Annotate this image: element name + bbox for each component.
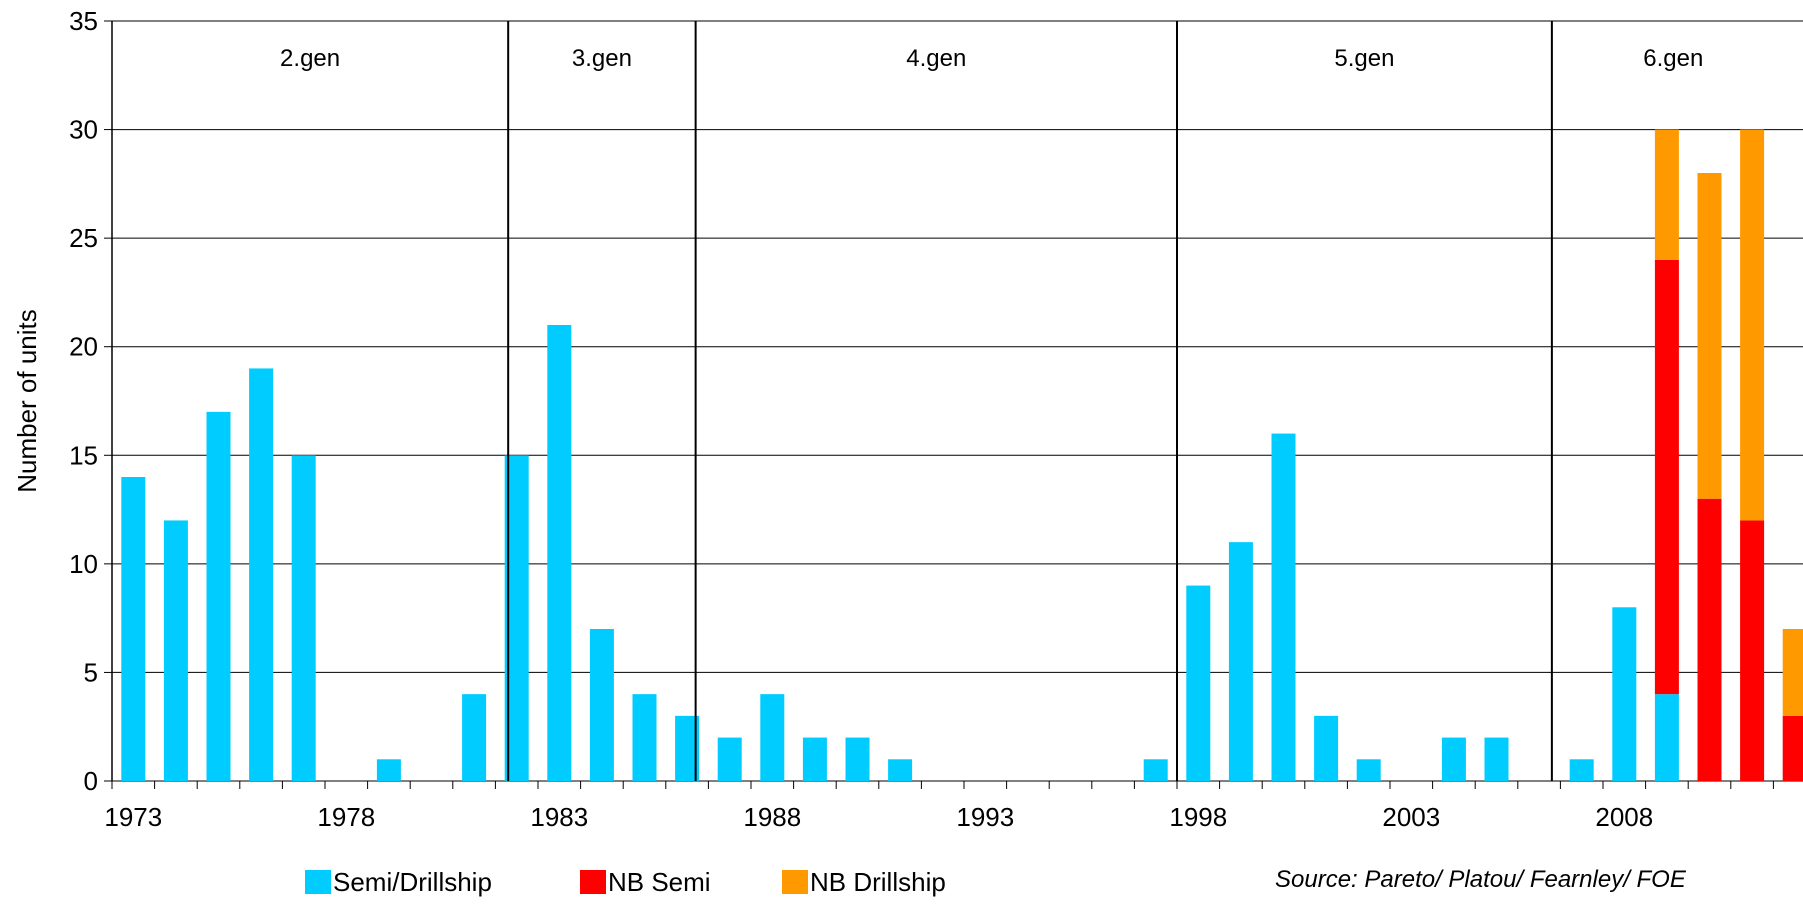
bar-semi-drillship-1988 (760, 694, 785, 781)
bar-semi-drillship-2007 (1569, 759, 1594, 781)
xtick-label-1983: 1983 (530, 802, 588, 832)
legend-swatch-semi-drillship (305, 870, 331, 894)
bar-nb-drillship-2012 (1782, 629, 1803, 716)
legend-item-nb-semi: NB Semi (580, 866, 711, 897)
bar-semi-drillship-1977 (291, 455, 316, 781)
bar-nb-semi-2010 (1697, 498, 1722, 781)
bar-semi-drillship-2000 (1271, 433, 1296, 781)
source-note: Source: Pareto/ Platou/ Fearnley/ FOE (1275, 866, 1686, 893)
xtick-label-2003: 2003 (1382, 802, 1440, 832)
bar-semi-drillship-1975 (206, 411, 231, 781)
bar-nb-drillship-2011 (1740, 129, 1765, 521)
y-axis-label: Number of units (12, 309, 42, 493)
bar-semi-drillship-1974 (163, 520, 188, 781)
bar-semi-drillship-1983 (547, 325, 572, 781)
bar-semi-drillship-1987 (717, 737, 742, 781)
bar-semi-drillship-1985 (632, 694, 657, 781)
xtick-label-1978: 1978 (317, 802, 375, 832)
bar-semi-drillship-1989 (802, 737, 827, 781)
bar-semi-drillship-2002 (1356, 759, 1381, 781)
bar-semi-drillship-1984 (589, 629, 614, 781)
xtick-label-1993: 1993 (956, 802, 1014, 832)
bar-semi-drillship-1979 (376, 759, 401, 781)
ytick-label-10: 10 (69, 549, 98, 579)
bar-semi-drillship-1999 (1228, 542, 1253, 781)
bar-nb-semi-2012 (1782, 715, 1803, 781)
bar-nb-drillship-2010 (1697, 173, 1722, 499)
legend-label-semi-drillship: Semi/Drillship (333, 866, 492, 897)
bar-semi-drillship-1973 (121, 477, 146, 781)
bar-nb-semi-2009 (1654, 259, 1679, 695)
generation-label-2-gen: 2.gen (280, 45, 340, 72)
ytick-label-35: 35 (69, 6, 98, 36)
bar-semi-drillship-1997 (1143, 759, 1168, 781)
bar-semi-drillship-1991 (888, 759, 913, 781)
generation-label-3-gen: 3.gen (572, 45, 632, 72)
legend-swatch-nb-semi (580, 870, 606, 894)
bar-nb-semi-2011 (1740, 520, 1765, 781)
bar-semi-drillship-2004 (1441, 737, 1466, 781)
ytick-label-25: 25 (69, 223, 98, 253)
xtick-label-1973: 1973 (104, 802, 162, 832)
bar-semi-drillship-2009 (1654, 694, 1679, 781)
bar-semi-drillship-1981 (462, 694, 487, 781)
generation-label-5-gen: 5.gen (1334, 45, 1394, 72)
generation-label-6-gen: 6.gen (1643, 45, 1703, 72)
ytick-label-20: 20 (69, 332, 98, 362)
ytick-label-5: 5 (84, 657, 98, 687)
bar-semi-drillship-1976 (249, 368, 274, 781)
xtick-label-2008: 2008 (1595, 802, 1653, 832)
xtick-label-1998: 1998 (1169, 802, 1227, 832)
bar-semi-drillship-2008 (1612, 607, 1637, 781)
legend-swatch-nb-drillship (782, 870, 808, 894)
bar-semi-drillship-2001 (1314, 715, 1339, 781)
xtick-label-1988: 1988 (743, 802, 801, 832)
generation-label-4-gen: 4.gen (906, 45, 966, 72)
legend-label-nb-semi: NB Semi (608, 866, 711, 897)
legend-item-nb-drillship: NB Drillship (782, 866, 946, 897)
bar-semi-drillship-2005 (1484, 737, 1509, 781)
bar-semi-drillship-1990 (845, 737, 870, 781)
bar-semi-drillship-1998 (1186, 585, 1211, 781)
bar-nb-drillship-2009 (1654, 129, 1679, 260)
legend-label-nb-drillship: NB Drillship (810, 866, 946, 897)
ytick-label-30: 30 (69, 115, 98, 145)
ytick-label-15: 15 (69, 440, 98, 470)
ytick-label-0: 0 (84, 766, 98, 796)
legend-item-semi-drillship: Semi/Drillship (305, 866, 492, 897)
